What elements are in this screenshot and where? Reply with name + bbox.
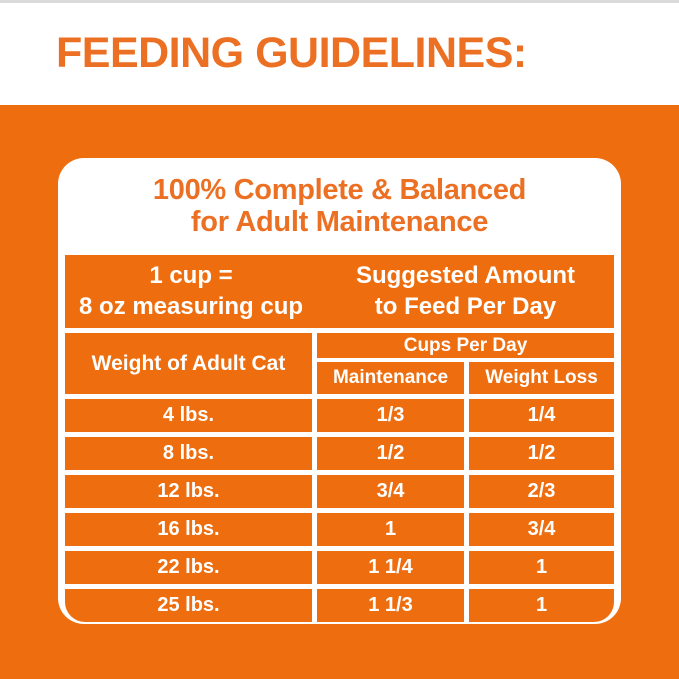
cell-weight: 12 lbs. xyxy=(65,475,312,508)
cell-weight-loss: 2/3 xyxy=(469,475,614,508)
cell-weight: 4 lbs. xyxy=(65,399,312,432)
cell-maintenance: 1 1/3 xyxy=(317,589,464,622)
page-header: FEEDING GUIDELINES: xyxy=(0,3,679,105)
cell-maintenance: 3/4 xyxy=(317,475,464,508)
cup-measure-info: 1 cup = 8 oz measuring cup xyxy=(65,255,317,328)
table-row: 12 lbs. 3/4 2/3 xyxy=(65,475,614,508)
top-border-line xyxy=(0,0,679,3)
cell-weight: 16 lbs. xyxy=(65,513,312,546)
cell-weight-loss: 1 xyxy=(469,551,614,584)
cell-maintenance: 1 1/4 xyxy=(317,551,464,584)
cell-weight: 25 lbs. xyxy=(65,589,312,622)
cell-weight: 22 lbs. xyxy=(65,551,312,584)
cell-maintenance: 1 xyxy=(317,513,464,546)
cup-measure-line1: 1 cup = xyxy=(149,261,233,289)
table-row: 8 lbs. 1/2 1/2 xyxy=(65,437,614,470)
card-title-line1: 100% Complete & Balanced xyxy=(152,173,527,206)
info-band: 1 cup = 8 oz measuring cup Suggested Amo… xyxy=(65,255,614,328)
card-title-line2: for Adult Maintenance xyxy=(190,205,489,238)
table-row: 25 lbs. 1 1/3 1 xyxy=(65,589,614,622)
table-header-band: Weight of Adult Cat Cups Per Day Mainten… xyxy=(65,333,614,394)
group-header-cups-per-day: Cups Per Day xyxy=(317,333,614,358)
suggested-amount-line2: to Feed Per Day xyxy=(374,292,557,320)
column-header-weight: Weight of Adult Cat xyxy=(65,333,312,394)
table-row: 16 lbs. 1 3/4 xyxy=(65,513,614,546)
column-header-maintenance: Maintenance xyxy=(317,362,464,394)
cell-weight-loss: 1 xyxy=(469,589,614,622)
column-header-weight-loss: Weight Loss xyxy=(469,362,614,394)
cell-maintenance: 1/3 xyxy=(317,399,464,432)
page-title: FEEDING GUIDELINES: xyxy=(56,29,527,77)
cell-weight: 8 lbs. xyxy=(65,437,312,470)
suggested-amount-info: Suggested Amount to Feed Per Day xyxy=(317,255,614,328)
cup-measure-line2: 8 oz measuring cup xyxy=(78,292,304,320)
cups-per-day-group: Cups Per Day Maintenance Weight Loss xyxy=(317,333,614,394)
table-row: 4 lbs. 1/3 1/4 xyxy=(65,399,614,432)
cell-maintenance: 1/2 xyxy=(317,437,464,470)
card-title: 100% Complete & Balanced for Adult Maint… xyxy=(65,158,614,255)
table-row: 22 lbs. 1 1/4 1 xyxy=(65,551,614,584)
cell-weight-loss: 3/4 xyxy=(469,513,614,546)
suggested-amount-line1: Suggested Amount xyxy=(355,261,576,289)
table-body: 4 lbs. 1/3 1/4 8 lbs. 1/2 1/2 12 lbs. 3/… xyxy=(65,399,614,622)
cell-weight-loss: 1/4 xyxy=(469,399,614,432)
sub-header-row: Maintenance Weight Loss xyxy=(317,362,614,394)
feeding-guidelines-card: 100% Complete & Balanced for Adult Maint… xyxy=(58,158,621,624)
cell-weight-loss: 1/2 xyxy=(469,437,614,470)
orange-background: 100% Complete & Balanced for Adult Maint… xyxy=(0,105,679,679)
